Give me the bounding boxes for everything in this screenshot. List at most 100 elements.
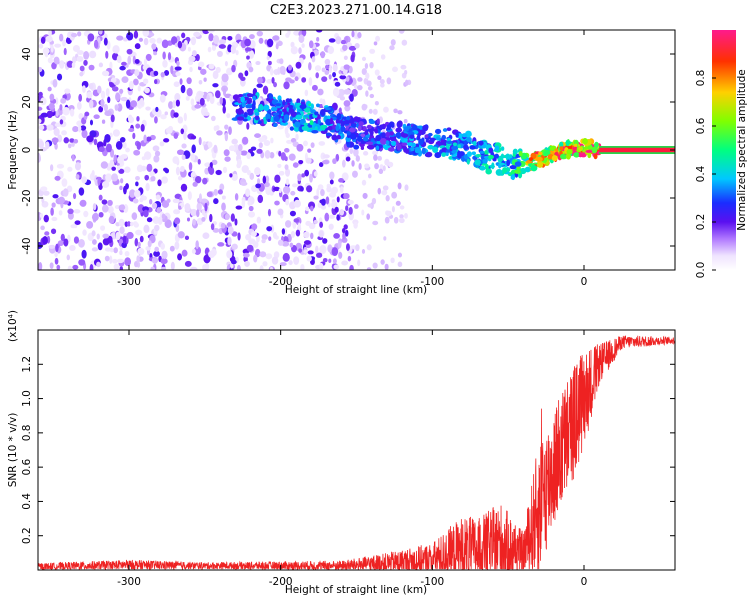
heatmap-cell bbox=[122, 141, 127, 149]
heatmap-cell bbox=[128, 80, 134, 90]
heatmap-cell bbox=[172, 156, 180, 164]
heatmap-cell bbox=[208, 63, 215, 70]
heatmap-cell bbox=[43, 214, 49, 223]
heatmap-cell bbox=[110, 114, 115, 123]
heatmap-cell bbox=[324, 58, 331, 66]
heatmap-cell bbox=[366, 213, 371, 220]
heatmap-cell bbox=[279, 262, 287, 267]
heatmap-cell bbox=[361, 179, 367, 186]
heatmap-cell bbox=[320, 198, 326, 206]
heatmap-cell bbox=[332, 158, 337, 165]
snr-panel: -300 -200 -100 0 0.2 0.4 0.6 0.8 1.0 1.2 Height … bbox=[7, 310, 676, 596]
heatmap-cell bbox=[197, 158, 201, 165]
heatmap-cell bbox=[318, 141, 326, 146]
heatmap-cell bbox=[115, 140, 123, 150]
heatmap-cell bbox=[310, 103, 315, 110]
heatmap-cell bbox=[101, 180, 110, 188]
spectrum-y-tick-label: 20 bbox=[21, 95, 33, 108]
heatmap-cell bbox=[345, 205, 349, 212]
heatmap-cell bbox=[287, 104, 294, 109]
heatmap-cell bbox=[266, 38, 274, 48]
heatmap-cell bbox=[137, 247, 145, 256]
heatmap-cell bbox=[134, 69, 140, 77]
heatmap-cell bbox=[49, 164, 54, 172]
heatmap-cell bbox=[287, 64, 293, 71]
heatmap-cell bbox=[331, 134, 338, 141]
heatmap-cell bbox=[135, 181, 139, 187]
heatmap-cell bbox=[390, 123, 395, 128]
heatmap-cell bbox=[149, 37, 156, 44]
heatmap-cell bbox=[235, 205, 243, 210]
heatmap-cell bbox=[381, 132, 386, 139]
heatmap-cell bbox=[316, 36, 320, 42]
heatmap-cell bbox=[50, 228, 57, 235]
heatmap-cell bbox=[145, 246, 151, 251]
heatmap-cell bbox=[353, 147, 359, 157]
heatmap-cell bbox=[246, 244, 254, 252]
heatmap-cell bbox=[277, 208, 284, 216]
heatmap-cell bbox=[153, 70, 159, 76]
heatmap-cell bbox=[374, 162, 379, 170]
heatmap-cell bbox=[151, 256, 159, 264]
heatmap-cell bbox=[76, 50, 84, 56]
heatmap-cell bbox=[318, 162, 324, 168]
heatmap-cell bbox=[78, 259, 86, 266]
heatmap-cell bbox=[213, 188, 219, 196]
heatmap-cell bbox=[506, 159, 511, 167]
heatmap-cell bbox=[137, 85, 141, 92]
heatmap-cell bbox=[294, 121, 301, 128]
heatmap-cell bbox=[177, 40, 183, 49]
heatmap-cell bbox=[140, 165, 147, 172]
heatmap-cell bbox=[252, 95, 257, 102]
heatmap-cell bbox=[91, 247, 99, 252]
heatmap-cell bbox=[330, 188, 337, 197]
snr-x-tick-label: -300 bbox=[117, 576, 141, 588]
heatmap-cell bbox=[88, 99, 94, 109]
heatmap-cell bbox=[215, 125, 220, 131]
heatmap-cell bbox=[55, 110, 59, 117]
heatmap-cell bbox=[395, 200, 401, 206]
heatmap-cell bbox=[202, 177, 208, 185]
heatmap-cell bbox=[137, 241, 141, 248]
heatmap-cell bbox=[104, 255, 110, 262]
heatmap-cell bbox=[212, 227, 220, 233]
heatmap-cell bbox=[203, 111, 210, 116]
heatmap-cell bbox=[338, 178, 345, 183]
heatmap-cell bbox=[125, 147, 130, 153]
heatmap-cell bbox=[102, 237, 110, 246]
heatmap-cell bbox=[421, 147, 426, 155]
heatmap-cell bbox=[237, 108, 243, 115]
heatmap-cell bbox=[350, 54, 355, 63]
heatmap-cell bbox=[289, 242, 294, 248]
heatmap-cell bbox=[183, 112, 187, 122]
heatmap-cell bbox=[54, 43, 61, 48]
snr-series-line bbox=[38, 335, 675, 570]
heatmap-cell bbox=[102, 233, 110, 239]
heatmap-cell bbox=[119, 137, 126, 143]
heatmap-cell bbox=[573, 152, 580, 158]
heatmap-cell bbox=[321, 67, 326, 73]
heatmap-cell bbox=[289, 126, 294, 131]
heatmap-cell bbox=[482, 158, 488, 164]
heatmap-cell bbox=[134, 237, 139, 247]
heatmap-cell bbox=[96, 233, 100, 240]
heatmap-cell bbox=[528, 157, 534, 162]
heatmap-cell bbox=[190, 208, 198, 217]
heatmap-cell bbox=[144, 87, 150, 94]
heatmap-cell bbox=[64, 88, 71, 94]
heatmap-cell bbox=[181, 154, 186, 161]
heatmap-cell bbox=[241, 165, 249, 174]
heatmap-cell bbox=[365, 72, 370, 80]
heatmap-cell bbox=[61, 178, 68, 187]
heatmap-cell bbox=[226, 113, 231, 119]
heatmap-cell bbox=[265, 253, 273, 260]
heatmap-cell bbox=[180, 183, 188, 192]
heatmap-cell bbox=[97, 242, 103, 251]
heatmap-cell bbox=[349, 133, 357, 140]
heatmap-cell bbox=[538, 151, 543, 156]
heatmap-cell bbox=[180, 128, 185, 135]
heatmap-cell bbox=[295, 229, 301, 237]
heatmap-cell bbox=[181, 249, 188, 257]
heatmap-cell bbox=[377, 155, 382, 161]
